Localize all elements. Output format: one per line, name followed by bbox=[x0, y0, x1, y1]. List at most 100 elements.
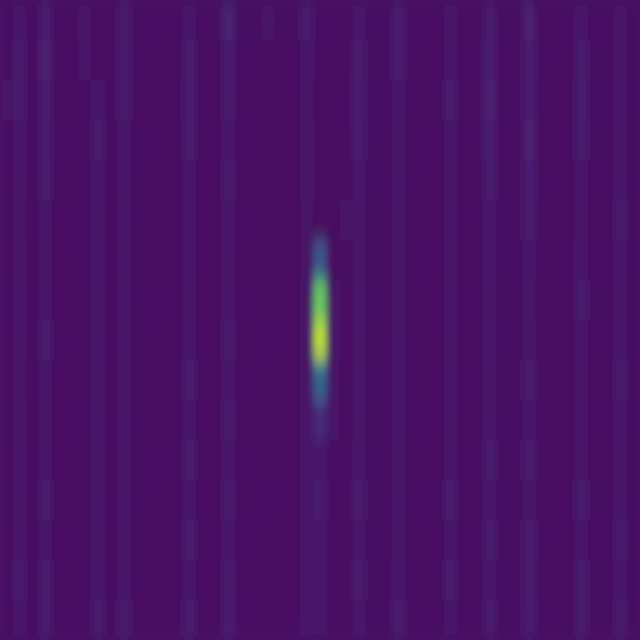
heatmap-cell bbox=[209, 520, 223, 561]
heatmap-cell bbox=[470, 120, 484, 161]
heatmap-cell bbox=[627, 560, 640, 601]
heatmap-cell bbox=[601, 480, 615, 521]
heatmap-cell bbox=[52, 480, 66, 521]
heatmap-cell bbox=[313, 240, 327, 281]
heatmap-cell bbox=[405, 40, 419, 81]
heatmap-cell bbox=[274, 560, 288, 601]
heatmap-cell bbox=[157, 520, 171, 561]
heatmap-cell bbox=[601, 360, 615, 401]
heatmap-cell bbox=[222, 0, 236, 41]
heatmap-cell bbox=[444, 120, 458, 161]
heatmap-cell bbox=[196, 80, 210, 121]
heatmap-cell bbox=[209, 0, 223, 41]
heatmap-cell bbox=[496, 160, 510, 201]
heatmap-cell bbox=[588, 560, 602, 601]
heatmap-cell bbox=[287, 120, 301, 161]
heatmap-cell bbox=[183, 440, 197, 481]
heatmap-cell bbox=[0, 480, 14, 521]
heatmap-cell bbox=[327, 480, 341, 521]
heatmap-cell bbox=[222, 120, 236, 161]
heatmap-cell bbox=[392, 320, 406, 361]
heatmap-cell bbox=[457, 440, 471, 481]
heatmap-cell bbox=[287, 520, 301, 561]
heatmap-cell bbox=[509, 400, 523, 441]
heatmap-cell bbox=[183, 600, 197, 640]
heatmap-cell bbox=[483, 280, 497, 321]
heatmap-cell bbox=[261, 320, 275, 361]
heatmap-cell bbox=[39, 40, 53, 81]
heatmap-cell bbox=[170, 200, 184, 241]
heatmap-cell bbox=[248, 520, 262, 561]
heatmap-cell bbox=[261, 440, 275, 481]
heatmap-cell bbox=[170, 480, 184, 521]
heatmap-cell bbox=[327, 440, 341, 481]
heatmap-cell bbox=[313, 320, 327, 361]
heatmap-cell bbox=[536, 280, 550, 321]
heatmap-cell bbox=[65, 120, 79, 161]
heatmap-cell bbox=[575, 440, 589, 481]
heatmap-cell bbox=[405, 400, 419, 441]
heatmap-cell bbox=[183, 80, 197, 121]
heatmap-cell bbox=[522, 200, 536, 241]
heatmap-cell bbox=[496, 0, 510, 41]
heatmap-cell bbox=[522, 0, 536, 41]
heatmap-cell bbox=[418, 280, 432, 321]
heatmap-cell bbox=[274, 480, 288, 521]
heatmap-cell bbox=[78, 40, 92, 81]
heatmap-cell bbox=[131, 440, 145, 481]
heatmap-cell bbox=[91, 600, 105, 640]
heatmap-cell bbox=[392, 480, 406, 521]
heatmap-cell bbox=[222, 480, 236, 521]
heatmap-cell bbox=[104, 440, 118, 481]
heatmap-cell bbox=[470, 240, 484, 281]
heatmap-cell bbox=[144, 320, 158, 361]
heatmap-cell bbox=[392, 400, 406, 441]
heatmap-cell bbox=[131, 360, 145, 401]
heatmap-cell bbox=[118, 480, 132, 521]
heatmap-cell bbox=[562, 80, 576, 121]
heatmap-cell bbox=[379, 400, 393, 441]
heatmap-cell bbox=[91, 160, 105, 201]
heatmap-cell bbox=[287, 160, 301, 201]
heatmap-cell bbox=[392, 200, 406, 241]
heatmap-cell bbox=[549, 240, 563, 281]
heatmap-cell bbox=[509, 560, 523, 601]
heatmap-cell bbox=[118, 0, 132, 41]
heatmap-cell bbox=[209, 360, 223, 401]
heatmap-cell bbox=[222, 40, 236, 81]
heatmap-cell bbox=[418, 320, 432, 361]
heatmap-cell bbox=[196, 0, 210, 41]
heatmap-cell bbox=[588, 600, 602, 640]
heatmap-cell bbox=[144, 80, 158, 121]
heatmap-cell bbox=[209, 280, 223, 321]
heatmap-cell bbox=[379, 160, 393, 201]
heatmap-cell bbox=[287, 360, 301, 401]
heatmap-cell bbox=[235, 400, 249, 441]
heatmap-cell bbox=[575, 560, 589, 601]
heatmap-cell bbox=[91, 480, 105, 521]
heatmap-cell bbox=[274, 80, 288, 121]
heatmap-cell bbox=[52, 440, 66, 481]
heatmap-cell bbox=[261, 160, 275, 201]
heatmap-cell bbox=[274, 160, 288, 201]
heatmap-cell bbox=[418, 40, 432, 81]
heatmap-cell bbox=[274, 120, 288, 161]
heatmap-cell bbox=[536, 40, 550, 81]
heatmap-cell bbox=[196, 400, 210, 441]
heatmap-cell bbox=[575, 200, 589, 241]
heatmap-cell bbox=[65, 160, 79, 201]
heatmap-cell bbox=[313, 600, 327, 640]
heatmap-cell bbox=[522, 400, 536, 441]
heatmap-cell bbox=[39, 120, 53, 161]
heatmap-cell bbox=[509, 200, 523, 241]
heatmap-cell bbox=[104, 320, 118, 361]
heatmap-cell bbox=[196, 520, 210, 561]
heatmap-cell bbox=[601, 400, 615, 441]
heatmap-cell bbox=[287, 200, 301, 241]
heatmap-cell bbox=[131, 200, 145, 241]
heatmap-cell bbox=[209, 400, 223, 441]
heatmap-cell bbox=[614, 600, 628, 640]
heatmap-cell bbox=[131, 280, 145, 321]
heatmap-cell bbox=[470, 200, 484, 241]
heatmap-cell bbox=[327, 320, 341, 361]
